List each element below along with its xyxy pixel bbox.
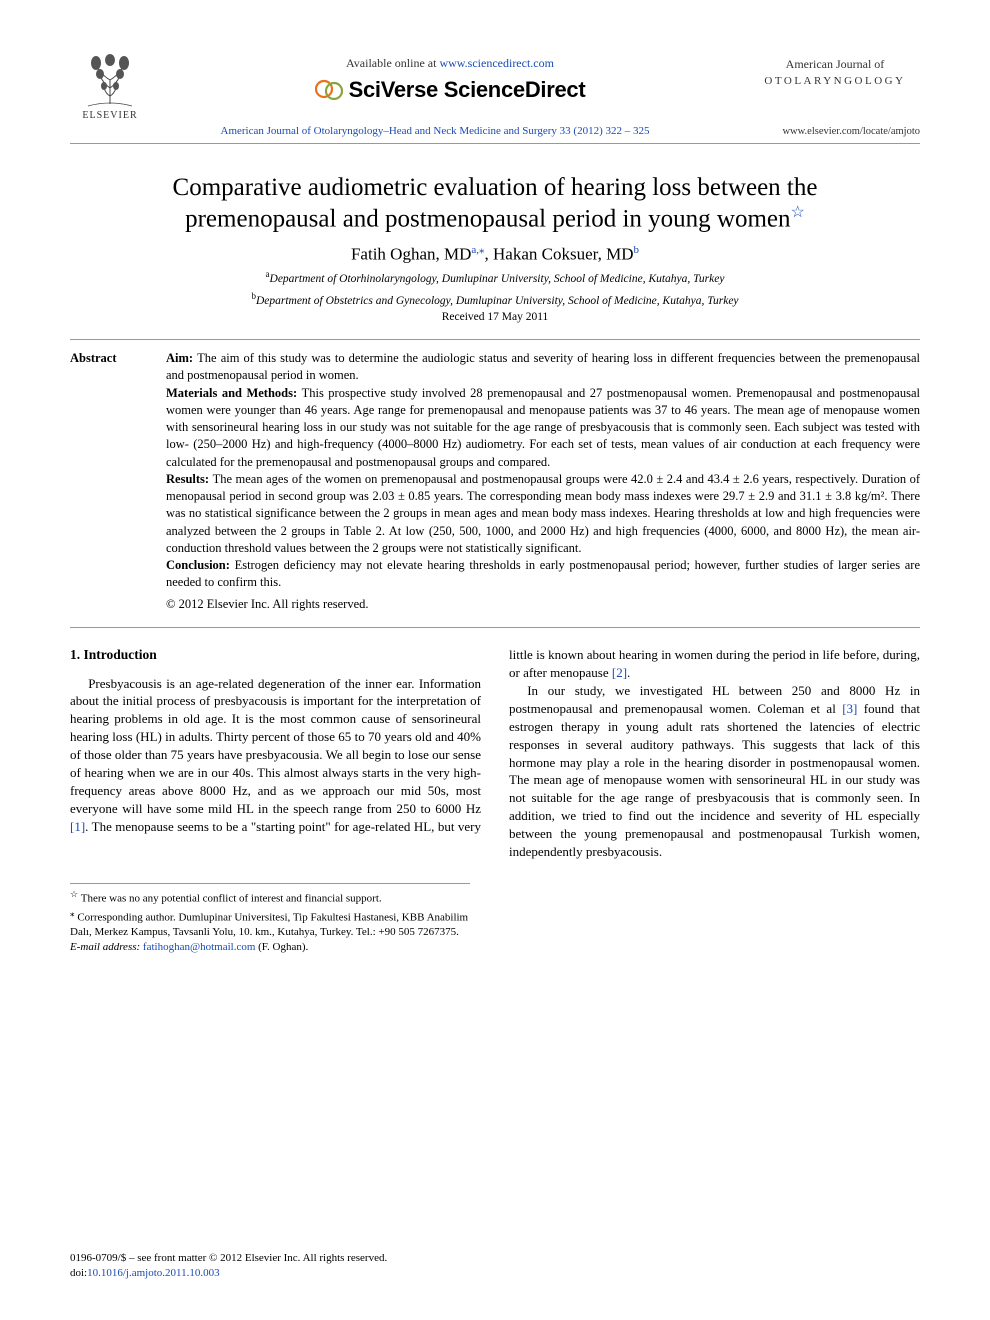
ref-1[interactable]: [1] xyxy=(70,819,85,834)
intro-p2b: found that estrogen therapy in young adu… xyxy=(509,701,920,860)
conclusion-label: Conclusion: xyxy=(166,558,235,572)
received-date: Received 17 May 2011 xyxy=(70,311,920,323)
elsevier-label: ELSEVIER xyxy=(70,110,150,121)
abstract-results: Results: The mean ages of the women on p… xyxy=(166,471,920,557)
journal-line2: OTOLARYNGOLOGY xyxy=(750,74,920,89)
tree-icon xyxy=(82,50,138,108)
affil-b-text: Department of Obstetrics and Gynecology,… xyxy=(256,295,739,307)
doi-prefix: doi: xyxy=(70,1267,87,1279)
author-1-affil-sup: a, xyxy=(471,244,479,256)
sciverse-brand-text: SciVerse ScienceDirect xyxy=(349,77,586,103)
locate-link[interactable]: www.elsevier.com/locate/amjoto xyxy=(782,126,920,137)
header-center: Available online at www.sciencedirect.co… xyxy=(150,50,750,108)
sciverse-circles-icon xyxy=(315,77,343,103)
sciencedirect-link[interactable]: www.sciencedirect.com xyxy=(439,56,554,70)
body-columns: 1. Introduction Presbyacousis is an age-… xyxy=(70,646,920,861)
results-label: Results: xyxy=(166,472,213,486)
author-2-affil-sup: b xyxy=(634,244,640,256)
abstract-label: Abstract xyxy=(70,350,148,613)
affil-a-text: Department of Otorhinolaryngology, Dumlu… xyxy=(270,273,725,285)
footer: 0196-0709/$ – see front matter © 2012 El… xyxy=(70,1251,920,1280)
author-1: Fatih Oghan, MD xyxy=(351,244,471,263)
article-title: Comparative audiometric evaluation of he… xyxy=(110,172,880,235)
footnote-email: E-mail address: fatihoghan@hotmail.com (… xyxy=(70,940,470,955)
aim-label: Aim: xyxy=(166,351,197,365)
citation: American Journal of Otolaryngology–Head … xyxy=(150,125,720,137)
title-footnote-star: ☆ xyxy=(791,204,805,221)
results-text: The mean ages of the women on premenopau… xyxy=(166,472,920,555)
divider-2 xyxy=(70,627,920,628)
abstract-conclusion: Conclusion: Estrogen deficiency may not … xyxy=(166,557,920,592)
footer-doi: doi:10.1016/j.amjoto.2011.10.003 xyxy=(70,1266,920,1280)
available-prefix: Available online at xyxy=(346,56,439,70)
affiliation-a: aDepartment of Otorhinolaryngology, Duml… xyxy=(70,268,920,287)
aim-text: The aim of this study was to determine t… xyxy=(166,351,920,382)
journal-line1: American Journal of xyxy=(750,56,920,72)
conclusion-text: Estrogen deficiency may not elevate hear… xyxy=(166,558,920,589)
fn1-text: There was no any potential conflict of i… xyxy=(81,893,382,905)
journal-title-block: American Journal of OTOLARYNGOLOGY xyxy=(750,50,920,89)
intro-p1d: . xyxy=(627,665,630,680)
intro-p1a: Presbyacousis is an age-related degenera… xyxy=(70,676,481,799)
intro-p2: In our study, we investigated HL between… xyxy=(509,682,920,861)
email-label: E-mail address: xyxy=(70,941,143,953)
title-text: Comparative audiometric evaluation of he… xyxy=(173,174,818,233)
author-2: , Hakan Coksuer, MD xyxy=(485,244,634,263)
footer-front-matter: 0196-0709/$ – see front matter © 2012 El… xyxy=(70,1251,920,1265)
fn2-text: Corresponding author. Dumlupinar Univers… xyxy=(70,911,468,938)
citation-row: American Journal of Otolaryngology–Head … xyxy=(70,125,920,144)
elsevier-logo: ELSEVIER xyxy=(70,50,150,121)
divider-1 xyxy=(70,339,920,340)
abstract-body: Aim: The aim of this study was to determ… xyxy=(166,350,920,613)
abstract-methods: Materials and Methods: This prospective … xyxy=(166,385,920,471)
footnote-corresponding: ⁎ Corresponding author. Dumlupinar Unive… xyxy=(70,907,470,940)
abstract-block: Abstract Aim: The aim of this study was … xyxy=(70,350,920,613)
header: ELSEVIER Available online at www.science… xyxy=(70,50,920,121)
email-link[interactable]: fatihoghan@hotmail.com xyxy=(143,941,255,953)
ref-3[interactable]: [3] xyxy=(842,701,857,716)
available-online: Available online at www.sciencedirect.co… xyxy=(150,56,750,71)
footnote-conflict: ☆ There was no any potential conflict of… xyxy=(70,888,470,907)
sciverse-logo: SciVerse ScienceDirect xyxy=(315,77,586,103)
section-1-heading: 1. Introduction xyxy=(70,646,481,665)
locate-url: www.elsevier.com/locate/amjoto xyxy=(720,126,920,137)
affiliation-b: bDepartment of Obstetrics and Gynecology… xyxy=(70,290,920,309)
doi-link[interactable]: 10.1016/j.amjoto.2011.10.003 xyxy=(87,1267,220,1279)
methods-label: Materials and Methods: xyxy=(166,386,302,400)
email-suffix: (F. Oghan). xyxy=(255,941,308,953)
ref-2[interactable]: [2] xyxy=(612,665,627,680)
abstract-aim: Aim: The aim of this study was to determ… xyxy=(166,350,920,385)
abstract-copyright: © 2012 Elsevier Inc. All rights reserved… xyxy=(166,596,920,613)
authors: Fatih Oghan, MDa,⁎, Hakan Coksuer, MDb xyxy=(70,243,920,265)
footnotes: ☆ There was no any potential conflict of… xyxy=(70,883,470,955)
